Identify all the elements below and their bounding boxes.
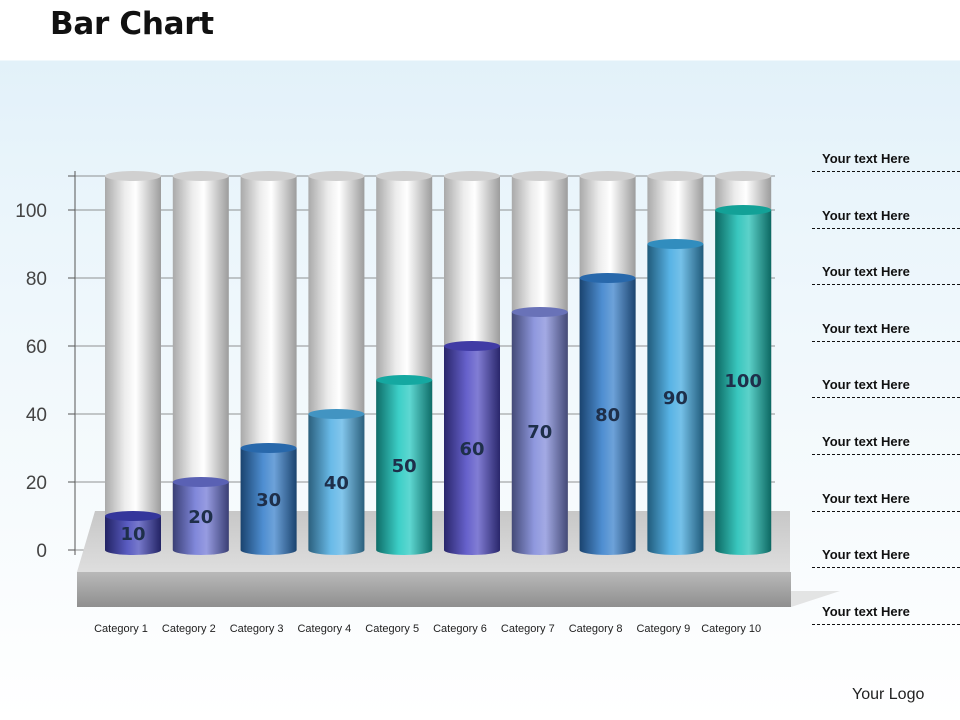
background-cylinder-top [172,171,229,181]
background-cylinder-top [376,171,433,181]
side-text-label: Your text Here [822,151,910,166]
side-text-item: Your text Here [812,321,960,342]
bar-top [105,511,161,521]
logo-placeholder: Your Logo [852,686,925,703]
bar [579,278,636,555]
y-tick-label: 20 [26,473,47,494]
bar [376,380,433,555]
base-platform-shadow [791,591,840,607]
side-text-label: Your text Here [822,377,910,393]
data-label: 80 [595,405,620,426]
side-text-label: Your text Here [822,207,910,223]
side-text-item: Your text Here [812,491,960,512]
bar-top [579,273,636,283]
y-tick-label: 60 [26,337,47,358]
background-cylinder-top [444,171,500,181]
y-tick-label: 40 [26,405,47,426]
chart-title: Bar Chart [50,6,214,42]
data-label: 60 [459,439,484,460]
bar-top [172,477,229,487]
side-text-item: Your text Here [812,151,960,172]
data-label: 30 [256,490,281,511]
x-tick-label: Category 8 [569,623,623,635]
x-tick-label: Category 10 [701,623,761,635]
x-tick-label: Category 5 [365,623,419,635]
bar [240,448,297,555]
x-tick-label: Category 7 [501,623,555,635]
bar [647,244,704,555]
side-text-label: Your text Here [822,264,910,280]
side-text-label: Your text Here [822,603,910,619]
data-label: 10 [120,524,145,545]
side-text-item: Your text Here [812,604,960,625]
bar [444,346,500,555]
bar [715,210,772,555]
background-cylinder [172,176,229,555]
base-platform-front [77,572,791,607]
background-cylinder-top [308,171,365,181]
side-text-item: Your text Here [812,208,960,229]
side-text-label: Your text Here [822,320,910,336]
data-label: 40 [324,473,349,494]
data-label: 100 [724,371,762,392]
bar-top [376,375,433,385]
bar-top [715,205,772,215]
side-text-label: Your text Here [822,547,910,563]
x-tick-label: Category 1 [94,623,148,635]
x-tick-label: Category 3 [230,623,284,635]
bar-top [444,341,500,351]
bar-top [308,409,365,419]
data-label: 70 [527,422,552,443]
y-tick-label: 100 [15,201,47,222]
x-tick-label: Category 4 [297,623,351,635]
bar-top [647,239,704,249]
y-tick-label: 80 [26,269,47,290]
bar [511,312,568,555]
bar [105,516,161,555]
background-cylinder-top [511,171,568,181]
bar-top [511,307,568,317]
x-tick-label: Category 9 [636,623,690,635]
side-text-item: Your text Here [812,264,960,286]
bar [172,482,229,555]
side-text-label: Your text Here [822,490,910,506]
bar-top [240,443,297,453]
background-cylinder [105,176,161,555]
background-cylinder-top [105,171,161,181]
background-cylinder-top [715,171,772,181]
background-cylinder-top [647,171,704,181]
x-tick-label: Category 2 [162,623,216,635]
background-cylinder-top [240,171,297,181]
side-text-label: Your text Here [822,434,910,449]
side-text-item: Your text Here [812,434,960,455]
bar [308,414,365,555]
background-cylinder-top [579,171,636,181]
data-label: 90 [663,388,688,409]
y-tick-label: 0 [36,541,47,562]
data-label: 50 [392,456,417,477]
x-tick-label: Category 6 [433,623,487,635]
side-text-item: Your text Here [812,547,960,569]
side-text-item: Your text Here [812,377,960,399]
data-label: 20 [188,507,213,528]
